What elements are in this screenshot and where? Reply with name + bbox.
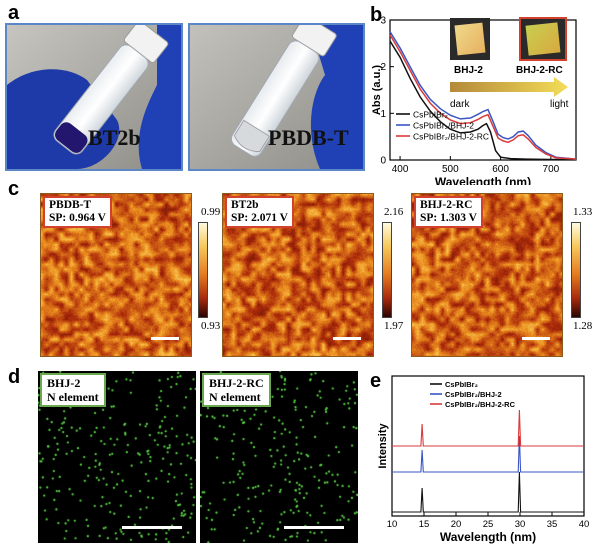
panel-label-d: d bbox=[8, 366, 21, 388]
y-tick-label: 2 bbox=[380, 62, 386, 73]
inset-film-bhj2rc bbox=[519, 17, 567, 61]
panel-label-c: c bbox=[8, 178, 20, 200]
inset-label-bhj2: BHJ-2 bbox=[454, 65, 483, 76]
map-sample: BHJ-2 bbox=[47, 376, 81, 390]
scale-bar bbox=[522, 337, 550, 340]
y-axis-label: Abs (a.u.) bbox=[371, 65, 383, 115]
photo-pbdb-t bbox=[188, 23, 365, 171]
eds-map-bhj2: BHJ-2 N element bbox=[38, 371, 196, 543]
kpfm-tag-bt2b: BT2b SP: 2.071 V bbox=[225, 196, 294, 228]
colorbar-max: 1.33 bbox=[573, 206, 593, 218]
x-tick-label: 40 bbox=[579, 519, 590, 530]
y-tick-label: 0 bbox=[380, 156, 386, 167]
kpfm-sp: SP: 2.071 V bbox=[231, 212, 288, 224]
photo-label-pbdb-t: PBDB-T bbox=[268, 125, 349, 150]
map-tag-bhj2rc: BHJ-2-RC N element bbox=[202, 373, 271, 407]
chart-xrd: 10 15 20 25 30 35 40 Wavelength (nm) Intensity C… bbox=[377, 375, 590, 544]
colorbar-min: 1.97 bbox=[384, 320, 404, 332]
map-element: N element bbox=[47, 390, 99, 404]
legend-label: CsPbIBr₂/BHJ-2 bbox=[413, 121, 474, 131]
x-tick-label: 35 bbox=[547, 519, 558, 530]
x-tick-label: 600 bbox=[492, 164, 509, 175]
arrow-label-light: light bbox=[550, 99, 569, 110]
x-axis-label: Wavelength (nm) bbox=[440, 530, 536, 544]
x-tick-label: 500 bbox=[442, 164, 459, 175]
legend-label: CsPbIBr₂ bbox=[445, 380, 478, 389]
colorbar-min: 1.28 bbox=[573, 320, 593, 332]
inset-film-bhj2 bbox=[450, 18, 490, 60]
photo-bt2b bbox=[5, 23, 183, 171]
scale-bar bbox=[122, 526, 182, 529]
series-line-0 bbox=[392, 471, 584, 513]
eds-map-bhj2rc: BHJ-2-RC N element bbox=[200, 371, 358, 543]
dark-to-light-arrow bbox=[450, 77, 568, 97]
panel-label-a: a bbox=[8, 2, 20, 24]
kpfm-image-bhj2rc: BHJ-2-RC SP: 1.303 V bbox=[411, 193, 563, 357]
scale-bar bbox=[151, 337, 179, 340]
series-line-1 bbox=[392, 435, 584, 473]
colorbar-min: 0.93 bbox=[201, 320, 221, 332]
panel-label-b: b bbox=[370, 4, 383, 26]
map-tag-bhj2: BHJ-2 N element bbox=[40, 373, 106, 407]
y-tick-label: 1 bbox=[380, 109, 386, 120]
vial-bt2b-illustration bbox=[7, 25, 181, 169]
series-line-1 bbox=[389, 31, 577, 160]
colorbar-pbdb-t bbox=[198, 222, 208, 318]
kpfm-sp: SP: 1.303 V bbox=[420, 212, 477, 224]
kpfm-sp: SP: 0.964 V bbox=[49, 212, 106, 224]
colorbar-max: 2.16 bbox=[384, 206, 404, 218]
vial-pbdb-t-illustration bbox=[190, 25, 363, 169]
map-element: N element bbox=[209, 390, 261, 404]
kpfm-tag-bhj2rc: BHJ-2-RC SP: 1.303 V bbox=[414, 196, 483, 228]
arrow-label-dark: dark bbox=[450, 99, 470, 110]
series-line-2 bbox=[392, 409, 584, 447]
x-tick-label: 20 bbox=[451, 519, 462, 530]
legend-label: CsPbIBr₂ bbox=[413, 110, 448, 120]
series-line-0 bbox=[389, 40, 576, 161]
colorbar-max: 0.99 bbox=[201, 206, 221, 218]
map-sample: BHJ-2-RC bbox=[209, 376, 264, 390]
scale-bar bbox=[284, 526, 344, 529]
kpfm-material: BT2b bbox=[231, 199, 259, 211]
x-tick-label: 30 bbox=[515, 519, 526, 530]
panel-label-e: e bbox=[370, 370, 382, 392]
legend-label: CsPbIBr₂/BHJ-2-RC bbox=[445, 400, 516, 409]
kpfm-material: BHJ-2-RC bbox=[420, 199, 473, 211]
scale-bar bbox=[333, 337, 361, 340]
x-tick-label: 400 bbox=[392, 164, 409, 175]
inset-label-bhj2rc: BHJ-2-RC bbox=[516, 65, 563, 76]
legend-label: CsPbIBr₂/BHJ-2 bbox=[445, 390, 502, 399]
kpfm-image-bt2b: BT2b SP: 2.071 V bbox=[222, 193, 374, 357]
kpfm-material: PBDB-T bbox=[49, 199, 92, 211]
y-tick-label: 3 bbox=[380, 16, 386, 27]
kpfm-image-pbdb-t: PBDB-T SP: 0.964 V bbox=[40, 193, 192, 357]
x-tick-label: 10 bbox=[387, 519, 398, 530]
x-tick-label: 25 bbox=[483, 519, 494, 530]
colorbar-bt2b bbox=[382, 222, 392, 318]
legend-label: CsPbIBr₂/BHJ-2-RC bbox=[413, 132, 489, 142]
chart-absorbance: 400 500 600 700 0 1 2 3 Wavelength (nm) Abs (a.u.… bbox=[371, 16, 577, 185]
x-tick-label: 700 bbox=[543, 164, 560, 175]
x-axis-label: Wavelength (nm) bbox=[435, 175, 531, 185]
kpfm-tag-pbdb-t: PBDB-T SP: 0.964 V bbox=[43, 196, 112, 228]
x-tick-label: 15 bbox=[419, 519, 430, 530]
series-line-2 bbox=[389, 34, 577, 160]
y-axis-label: Intensity bbox=[377, 423, 389, 469]
photo-label-bt2b: BT2b bbox=[88, 125, 141, 150]
colorbar-bhj2rc bbox=[571, 222, 581, 318]
